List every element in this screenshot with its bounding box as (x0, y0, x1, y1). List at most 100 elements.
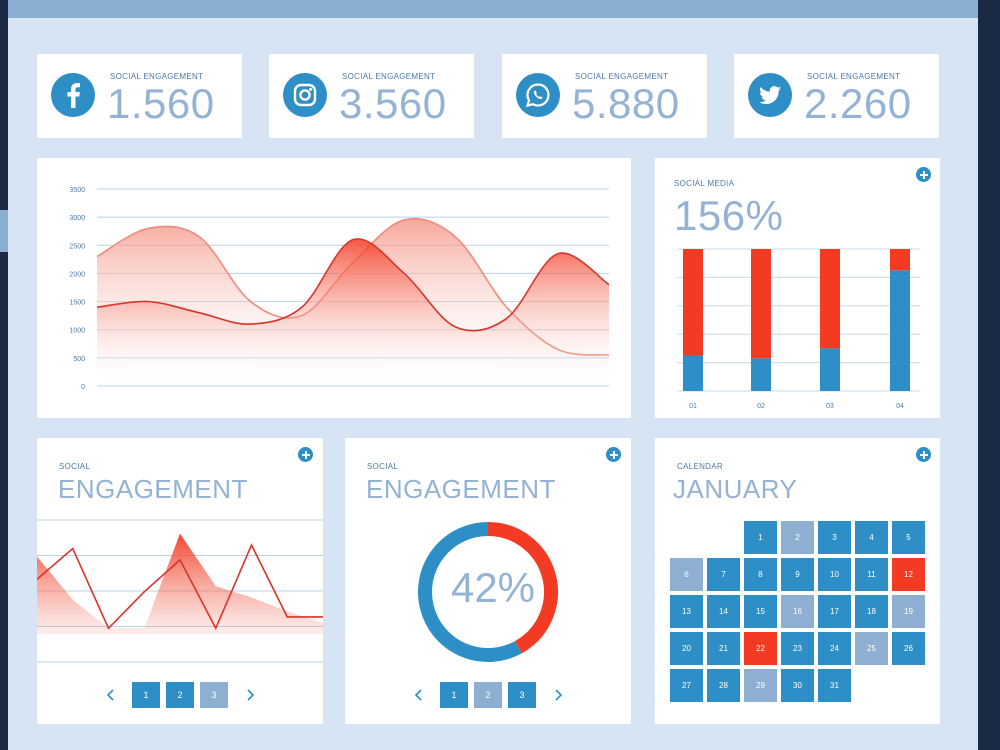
calendar-day[interactable]: 1 (744, 521, 777, 554)
calendar-day[interactable]: 5 (892, 521, 925, 554)
stat-value: 3.560 (339, 80, 447, 127)
calendar-day[interactable]: 22 (744, 632, 777, 665)
y-tick-label: 500 (73, 356, 85, 363)
add-button[interactable] (916, 167, 931, 182)
calendar-day[interactable]: 8 (744, 558, 777, 591)
bar (751, 358, 771, 391)
area-chart: 3500 3000 2500 2000 1500 1000 500 0 (69, 187, 610, 391)
add-button[interactable] (298, 447, 313, 462)
area-series-fill (97, 238, 609, 386)
calendar-day[interactable]: 9 (781, 558, 814, 591)
stat-card-twitter: SOCIAL ENGAGEMENT 2.260 (734, 54, 939, 138)
stat-label: SOCIAL ENGAGEMENT (110, 72, 204, 81)
x-tick-label: 02 (757, 403, 765, 410)
calendar-day[interactable]: 30 (781, 669, 814, 702)
page-button[interactable]: 2 (166, 682, 194, 708)
twitter-icon[interactable] (748, 73, 792, 117)
stat-value: 1.560 (107, 80, 215, 127)
y-tick-label: 2500 (69, 243, 85, 250)
donut-slice (418, 522, 522, 662)
calendar-day[interactable]: 24 (818, 632, 851, 665)
card-title: ENGAGEMENT (366, 474, 556, 504)
calendar-day[interactable]: 28 (707, 669, 740, 702)
stat-value: 5.880 (572, 80, 680, 127)
calendar-grid: 1 2 3 4 5 6 7 8 9 10 11 12 13 14 15 16 17 18 19 20 21 22 23 24 2… (670, 521, 930, 706)
bar (683, 355, 703, 391)
card-title: ENGAGEMENT (58, 474, 248, 504)
area-chart-card: 3500 3000 2500 2000 1500 1000 500 0 (37, 158, 631, 418)
engagement-donut-card: SOCIAL ENGAGEMENT 42% 1 2 3 (345, 438, 631, 724)
x-tick-label: 01 (689, 403, 697, 410)
x-tick-label: 03 (826, 403, 834, 410)
top-bar (8, 0, 978, 18)
facebook-icon[interactable] (51, 73, 95, 117)
bar (820, 249, 840, 349)
calendar-day[interactable]: 12 (892, 558, 925, 591)
calendar-day[interactable]: 17 (818, 595, 851, 628)
calendar-day[interactable]: 15 (744, 595, 777, 628)
calendar-day[interactable]: 3 (818, 521, 851, 554)
calendar-day[interactable]: 10 (818, 558, 851, 591)
chevron-left-icon[interactable] (100, 684, 122, 706)
y-tick-label: 3000 (69, 215, 85, 222)
calendar-day[interactable]: 26 (892, 632, 925, 665)
y-tick-label: 3500 (69, 187, 85, 194)
calendar-day[interactable]: 19 (892, 595, 925, 628)
donut-value: 42% (450, 564, 536, 611)
calendar-day[interactable]: 6 (670, 558, 703, 591)
card-label: SOCIAL (59, 462, 91, 471)
card-label: SOCIAL MEDIA (674, 179, 735, 188)
pager: 1 2 3 (100, 682, 261, 708)
bar (683, 249, 703, 356)
page-button[interactable]: 3 (200, 682, 228, 708)
page-button[interactable]: 2 (474, 682, 502, 708)
calendar-day[interactable]: 13 (670, 595, 703, 628)
add-button[interactable] (606, 447, 621, 462)
calendar-day[interactable]: 7 (707, 558, 740, 591)
calendar-day[interactable]: 27 (670, 669, 703, 702)
add-button[interactable] (916, 447, 931, 462)
line-series-line (37, 543, 323, 631)
stat-label: SOCIAL ENGAGEMENT (807, 72, 901, 81)
calendar-day[interactable]: 16 (781, 595, 814, 628)
calendar-day[interactable]: 14 (707, 595, 740, 628)
whatsapp-icon[interactable] (516, 73, 560, 117)
stat-card-facebook: SOCIAL ENGAGEMENT 1.560 (37, 54, 242, 138)
bar-chart: 01 02 03 04 (677, 248, 920, 410)
instagram-icon[interactable] (283, 73, 327, 117)
calendar-day[interactable]: 23 (781, 632, 814, 665)
y-tick-label: 0 (81, 384, 85, 391)
chevron-right-icon[interactable] (547, 684, 569, 706)
calendar-day[interactable]: 29 (744, 669, 777, 702)
calendar-day[interactable]: 31 (818, 669, 851, 702)
calendar-card: CALENDAR JANUARY 1 2 3 4 5 6 7 8 9 10 11 12 13 14 15 16… (655, 438, 940, 724)
calendar-day[interactable]: 11 (855, 558, 888, 591)
calendar-day[interactable]: 4 (855, 521, 888, 554)
chevron-left-icon[interactable] (408, 684, 430, 706)
calendar-day[interactable]: 2 (781, 521, 814, 554)
calendar-day[interactable]: 20 (670, 632, 703, 665)
social-media-card: SOCIAL MEDIA 156% 01 02 03 04 (655, 158, 940, 418)
y-tick-label: 1500 (69, 300, 85, 307)
y-tick-label: 1000 (69, 328, 85, 335)
bar (890, 270, 910, 391)
line-series-area (37, 533, 323, 634)
calendar-day[interactable]: 21 (707, 632, 740, 665)
pager: 1 2 3 (408, 682, 569, 708)
stat-label: SOCIAL ENGAGEMENT (342, 72, 436, 81)
dashboard: SOCIAL ENGAGEMENT 1.560 SOCIAL ENGAGEMEN… (8, 0, 978, 750)
stat-card-instagram: SOCIAL ENGAGEMENT 3.560 (269, 54, 474, 138)
stat-label: SOCIAL ENGAGEMENT (575, 72, 669, 81)
page-button[interactable]: 1 (132, 682, 160, 708)
card-label: SOCIAL (367, 462, 399, 471)
stat-card-whatsapp: SOCIAL ENGAGEMENT 5.880 (502, 54, 707, 138)
donut-slice (487, 522, 558, 654)
card-label: CALENDAR (677, 462, 723, 471)
calendar-day[interactable]: 18 (855, 595, 888, 628)
engagement-line-card: SOCIAL ENGAGEMENT 1 2 3 (37, 438, 323, 724)
area-series-line (96, 238, 610, 332)
page-button[interactable]: 3 (508, 682, 536, 708)
chevron-right-icon[interactable] (239, 684, 261, 706)
calendar-day[interactable]: 25 (855, 632, 888, 665)
page-button[interactable]: 1 (440, 682, 468, 708)
